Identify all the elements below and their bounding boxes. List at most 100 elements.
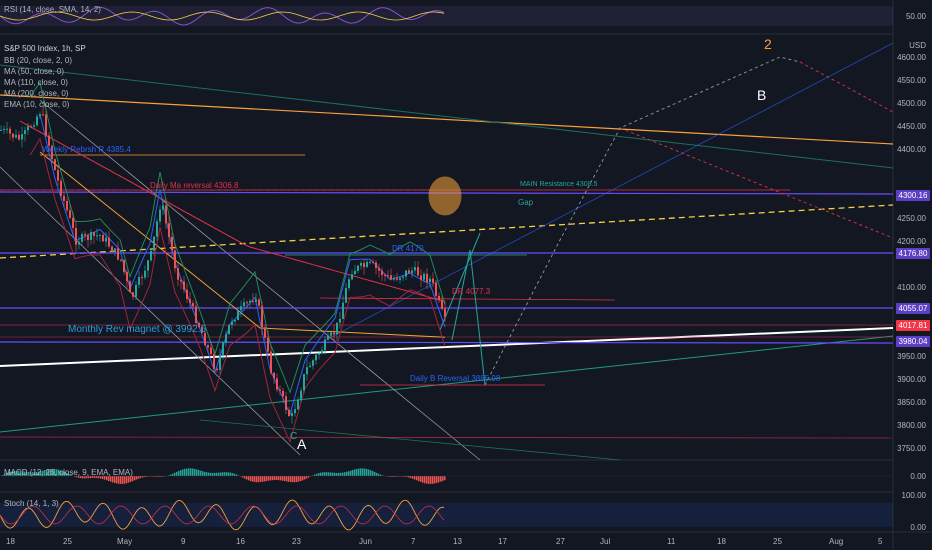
white-support-line[interactable] [0, 327, 894, 367]
macd-bar [364, 468, 366, 476]
candle-body [261, 305, 263, 328]
bb-upper-line[interactable] [29, 81, 446, 394]
macd-bar [410, 476, 412, 479]
wave-c-label[interactable]: C [290, 431, 298, 442]
macd-bar [424, 476, 426, 484]
wave-b-label[interactable]: B [757, 87, 767, 103]
level-3980-line[interactable] [0, 341, 894, 344]
orange-trendline[interactable] [0, 94, 894, 145]
dr-4170-label[interactable]: DR 4170 [392, 244, 424, 253]
candle-body [381, 270, 383, 275]
macd-bar [272, 476, 274, 481]
price-candles[interactable] [0, 106, 446, 424]
candle-body [180, 279, 182, 282]
ma-110-line[interactable] [39, 151, 446, 338]
teal-zigzag[interactable] [451, 249, 486, 386]
candle-body [75, 227, 77, 245]
daily-b-reversal-label[interactable]: Daily B Reversal 3885.98 [410, 374, 501, 383]
macd-bar [152, 476, 154, 477]
macd-bar [262, 476, 264, 482]
wave-projection-down-2[interactable] [619, 127, 894, 239]
indicator-ema-10[interactable]: EMA (10, close, 0) [4, 100, 70, 109]
macd-bar [50, 469, 52, 476]
candle-body [84, 234, 86, 236]
macd-bar [298, 476, 300, 482]
price-tag-4055[interactable]: 4055.07 [896, 303, 930, 314]
dr-4077-line[interactable] [319, 297, 616, 301]
y-tick: 3800.00 [897, 421, 926, 430]
candle-body [390, 275, 392, 280]
macd-bar [106, 476, 108, 481]
candle-body [276, 378, 278, 390]
red-lower-line[interactable] [0, 436, 894, 439]
stoch-title[interactable]: Stoch (14, 1, 3) [4, 499, 59, 508]
weekly-resistance-label[interactable]: Weekly Rebrsh R 4385.4 [42, 145, 131, 154]
stoch-k-line[interactable] [0, 499, 445, 531]
main-resistance-label[interactable]: MAIN Resistance 4308.5 [520, 181, 598, 188]
gap-circle[interactable] [428, 176, 462, 216]
macd-bar [220, 472, 222, 476]
macd-bar [202, 471, 204, 476]
teal-arrow-up[interactable] [439, 232, 481, 331]
rsi-title[interactable]: RSI (14, close, SMA, 14, 2) [4, 5, 101, 14]
bb-lower-line[interactable] [29, 137, 446, 444]
monthly-magnet-label[interactable]: Monthly Rev magnet @ 3992.6 [68, 324, 207, 335]
yellow-dashed-trendline[interactable] [0, 204, 894, 259]
macd-bar [182, 469, 184, 476]
wave-2-label[interactable]: 2 [764, 36, 772, 52]
price-tag-4176[interactable]: 4176.80 [896, 248, 930, 259]
candle-body [258, 299, 260, 306]
macd-bar [342, 472, 344, 476]
macd-bar [362, 468, 364, 476]
y-tick: 4450.00 [897, 122, 926, 131]
macd-bar [294, 476, 296, 483]
indicator-ma-200[interactable]: MA (200, close, 0) [4, 89, 69, 98]
macd-title[interactable]: MACD (12, 26, close, 9, EMA, EMA) [4, 468, 133, 477]
symbol-title[interactable]: S&P 500 Index, 1h, SP [4, 44, 86, 53]
macd-bar [178, 470, 180, 476]
rsi-sma-line[interactable] [0, 11, 445, 21]
macd-bar [30, 472, 32, 476]
macd-bar [318, 473, 320, 476]
candle-body [150, 250, 152, 261]
macd-bar [26, 471, 28, 476]
teal-support-line[interactable] [0, 335, 894, 433]
stoch-d-line[interactable] [0, 505, 445, 525]
wave-a-label[interactable]: A [297, 436, 307, 452]
gray-channel-lower[interactable] [0, 166, 301, 456]
candle-body [105, 237, 107, 242]
candle-body [174, 250, 176, 269]
price-tag-4017[interactable]: 4017.81 [896, 320, 930, 331]
teal-short-line[interactable] [199, 419, 621, 461]
teal-long-trendline[interactable] [0, 64, 894, 169]
macd-bar [288, 476, 290, 482]
gray-channel-upper[interactable] [39, 99, 481, 461]
macd-bar [200, 470, 202, 476]
dr-4077-label[interactable]: DR 4077.3 [452, 287, 491, 296]
daily-reversal-label[interactable]: Daily Ma reversal 4306.8 [150, 181, 239, 190]
candle-body [114, 248, 116, 253]
candle-body [369, 261, 371, 263]
candle-body [111, 246, 113, 253]
macd-histogram[interactable] [2, 468, 446, 484]
gap-label[interactable]: Gap [518, 198, 534, 207]
price-tag-3980[interactable]: 3980.04 [896, 336, 930, 347]
macd-bar [136, 476, 138, 480]
macd-bar [340, 472, 342, 476]
price-tag-4300[interactable]: 4300.16 [896, 190, 930, 201]
rsi-line[interactable] [0, 6, 445, 26]
wave-projection-down[interactable] [799, 61, 894, 113]
macd-bar [368, 469, 370, 476]
wave-projection-path[interactable] [484, 56, 801, 386]
macd-bar [176, 471, 178, 476]
indicator-ma-50[interactable]: MA (50, close, 0) [4, 67, 65, 76]
macd-bar [418, 476, 420, 482]
ma-50-line[interactable] [39, 113, 446, 416]
ma-200-line[interactable] [19, 120, 446, 303]
indicator-bb[interactable]: BB (20, close, 2, 0) [4, 56, 73, 65]
indicator-ma-110[interactable]: MA (110, close, 0) [4, 78, 68, 87]
macd-bar [292, 476, 294, 483]
macd-bar [406, 476, 408, 478]
